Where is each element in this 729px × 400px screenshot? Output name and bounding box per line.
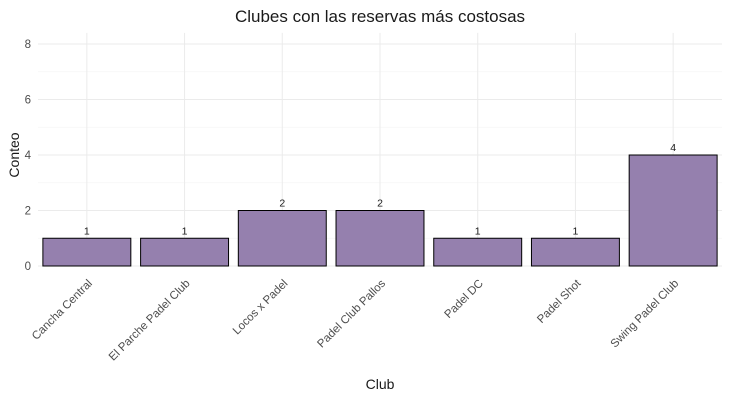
bar [433,237,523,267]
x-tick-label: Cancha Central [30,278,95,343]
bars [42,154,718,267]
chart-title: Clubes con las reservas más costosas [235,7,525,26]
x-tick-label: Padel DC [443,278,486,321]
bar [42,237,132,267]
y-axis-title: Conteo [6,132,22,177]
y-tick-label: 4 [25,150,32,162]
bar-value-label: 2 [279,198,285,210]
data-labels: 1 1 2 2 1 1 4 [84,142,676,237]
x-axis-ticks: Cancha Central El Parche Padel Club Locos … [30,277,681,363]
bar [237,210,327,267]
y-tick-label: 0 [25,261,31,273]
x-tick-label: El Parche Padel Club [107,278,193,364]
x-tick-label: Swing Padel Club [609,278,682,351]
bar-value-label: 1 [573,225,579,237]
x-axis-title: Club [366,376,395,392]
x-tick-label: Padel Shot [535,277,584,326]
bar-value-label: 1 [182,225,188,237]
bar [530,237,620,267]
bar [140,237,230,267]
bar-value-label: 1 [84,225,90,237]
y-tick-label: 6 [25,95,31,107]
bar-value-label: 1 [475,225,481,237]
x-tick-label: Padel Club Pallos [315,277,388,350]
bar [628,154,718,267]
y-axis-ticks: 0 2 4 6 8 [25,39,32,273]
bar-value-label: 2 [377,198,383,210]
x-tick-label: Locos x Padel [231,278,291,338]
y-tick-label: 8 [25,39,31,51]
bar-value-label: 4 [670,142,676,154]
y-tick-label: 2 [25,206,31,218]
bar [335,210,425,267]
